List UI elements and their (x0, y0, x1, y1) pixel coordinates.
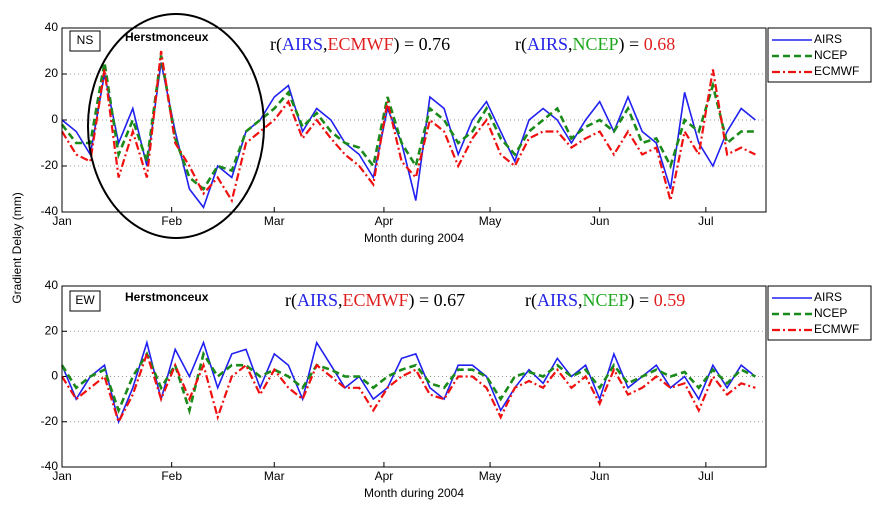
x-tick-label: Feb (161, 469, 182, 483)
y-tick-label: 40 (45, 278, 59, 292)
correlation-annotation: r(AIRS,ECMWF) = 0.67 (285, 290, 465, 311)
annotation-part: , (338, 290, 343, 310)
x-axis-label: Month during 2004 (364, 486, 464, 500)
annotation-part: ) = (619, 34, 644, 55)
site-label: Herstmonceux (125, 30, 209, 44)
annotation-part: 0.68 (644, 34, 676, 54)
x-tick-label: Feb (161, 214, 182, 228)
annotation-part: r( (515, 34, 527, 55)
panel-label-box (69, 290, 101, 312)
x-axis-label: Month during 2004 (364, 231, 464, 245)
plot-frame (61, 27, 767, 213)
legend-label: NCEP (814, 306, 847, 320)
y-tick-label: -20 (41, 158, 59, 172)
y-tick-label: -40 (41, 459, 59, 473)
y-tick-label: 0 (51, 112, 58, 126)
highlight-ellipse (87, 13, 265, 239)
annotation-part: ECMWF (343, 290, 409, 310)
x-tick-label: Jul (698, 214, 713, 228)
annotation-part: , (568, 34, 573, 54)
annotation-part: r( (285, 290, 297, 311)
annotation-part: r( (525, 290, 537, 311)
x-tick-label: May (479, 214, 502, 228)
annotation-part: ) = (629, 290, 654, 311)
data-line (61, 350, 756, 425)
legend-label: AIRS (814, 290, 842, 304)
annotation-part: AIRS (297, 290, 338, 310)
correlation-annotation: r(AIRS,NCEP) = 0.68 (515, 34, 675, 55)
x-tick-label: Apr (375, 469, 394, 483)
annotation-part: NCEP (573, 34, 619, 54)
x-tick-label: May (479, 469, 502, 483)
legend-box (767, 285, 872, 341)
x-tick-label: Jan (52, 214, 71, 228)
annotation-part: AIRS (282, 34, 323, 54)
correlation-annotation: r(AIRS,NCEP) = 0.59 (525, 290, 685, 311)
x-tick-label: Jun (590, 214, 609, 228)
data-line (61, 50, 756, 204)
x-tick-label: Jun (590, 469, 609, 483)
y-tick-label: 20 (45, 66, 59, 80)
data-line (61, 62, 756, 210)
legend-label: AIRS (814, 32, 842, 46)
y-tick-label: 40 (45, 20, 59, 34)
legend-label: ECMWF (814, 322, 859, 336)
panel-label-box (69, 30, 101, 52)
y-tick-label: 0 (51, 369, 58, 383)
annotation-part: ) = 0.76 (394, 34, 451, 55)
x-tick-label: Mar (264, 214, 285, 228)
annotation-part: , (323, 34, 328, 54)
y-axis-label: Gradient Delay (mm) (10, 192, 24, 303)
legend-box (767, 27, 872, 83)
y-tick-label: -40 (41, 204, 59, 218)
annotation-part: ECMWF (328, 34, 394, 54)
x-tick-label: Mar (264, 469, 285, 483)
panel-label: EW (75, 293, 95, 307)
legend-label: NCEP (814, 48, 847, 62)
y-tick-label: -20 (41, 414, 59, 428)
annotation-part: 0.59 (654, 290, 686, 310)
panel-label: NS (77, 33, 94, 47)
site-label: Herstmonceux (125, 290, 209, 304)
annotation-part: , (578, 290, 583, 310)
annotation-part: AIRS (527, 34, 568, 54)
plot-frame (61, 285, 767, 468)
correlation-annotation: r(AIRS,ECMWF) = 0.76 (270, 34, 450, 55)
legend-label: ECMWF (814, 64, 859, 78)
x-tick-label: Apr (375, 214, 394, 228)
annotation-part: ) = 0.67 (409, 290, 466, 311)
x-tick-label: Jan (52, 469, 71, 483)
data-line (61, 339, 756, 425)
x-tick-label: Jul (698, 469, 713, 483)
y-tick-label: 20 (45, 323, 59, 337)
annotation-part: AIRS (537, 290, 578, 310)
annotation-part: NCEP (583, 290, 629, 310)
annotation-part: r( (270, 34, 282, 55)
